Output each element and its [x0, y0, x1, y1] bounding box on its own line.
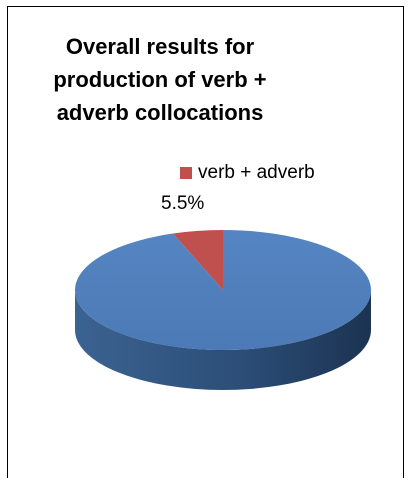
pie-side	[75, 290, 371, 390]
chart-title-line-1: Overall results for	[65, 34, 255, 59]
pie-slice-other	[74, 230, 372, 350]
chart-title-line-3: adverb collocations	[56, 100, 264, 125]
chart-legend: verb + adverb	[180, 161, 315, 185]
legend-swatch-verb-adverb	[180, 167, 192, 179]
legend-label-verb-adverb: verb + adverb	[198, 162, 315, 183]
pie-slice-verb-adverb	[172, 230, 223, 290]
chart-title-line-2: production of verb +	[53, 67, 267, 92]
chart-title: Overall results for production of verb +…	[30, 30, 290, 129]
data-label-verb-adverb: 5.5%	[161, 193, 205, 214]
